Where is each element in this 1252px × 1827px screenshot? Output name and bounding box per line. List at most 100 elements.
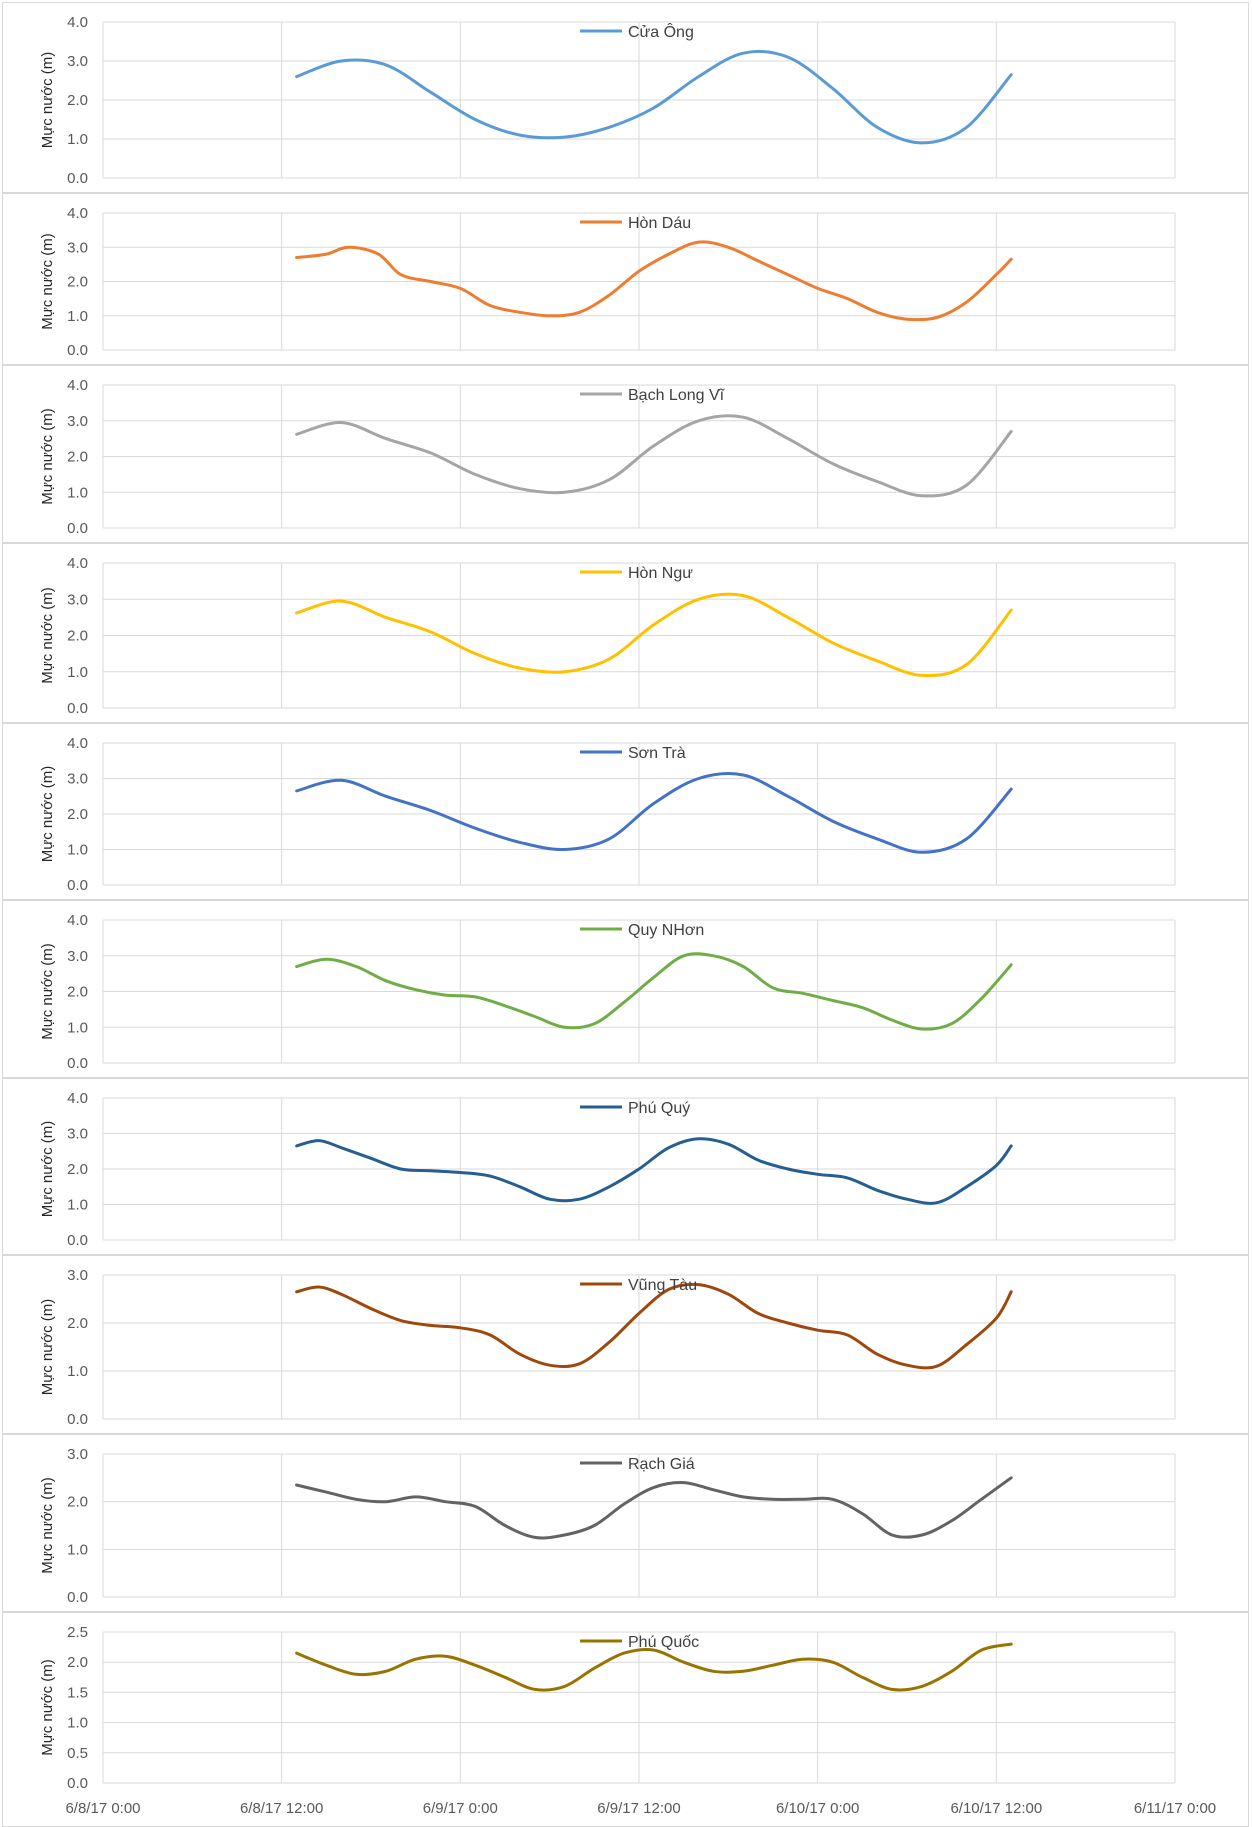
y-tick-label: 2.0 — [67, 449, 88, 466]
y-tick-label: 3.0 — [67, 413, 88, 430]
y-tick-label: 0.0 — [67, 877, 88, 894]
x-tick-label: 6/10/17 12:00 — [950, 1800, 1042, 1817]
y-tick-label: 4.0 — [67, 555, 88, 572]
y-tick-label: 0.0 — [67, 1055, 88, 1072]
series-line-phu-quy — [295, 1137, 1013, 1205]
y-tick-label: 3.0 — [67, 1126, 88, 1143]
panel-frame — [2, 2, 1249, 193]
y-tick-label: 1.0 — [67, 1019, 88, 1036]
y-axis-label: Mực nước (m) — [39, 408, 56, 505]
panel-frame — [2, 1434, 1249, 1612]
series-line-vung-tau — [295, 1282, 1013, 1370]
y-tick-label: 1.0 — [67, 1541, 88, 1558]
legend-label: Cửa Ông — [628, 22, 694, 41]
y-tick-label: 3.0 — [67, 239, 88, 256]
y-tick-label: 2.0 — [67, 274, 88, 291]
y-axis-label: Mực nước (m) — [39, 766, 56, 863]
y-tick-label: 2.0 — [67, 806, 88, 823]
y-tick-label: 0.0 — [67, 342, 88, 359]
legend-label: Rạch Giá — [628, 1456, 695, 1473]
y-tick-label: 4.0 — [67, 14, 88, 31]
x-tick-label: 6/10/17 0:00 — [776, 1800, 859, 1817]
series-line-quy-nhon — [295, 952, 1013, 1031]
panel-frame — [2, 365, 1249, 543]
series-line-rach-gia — [295, 1476, 1013, 1540]
panel-frame — [2, 723, 1249, 900]
y-tick-label: 4.0 — [67, 377, 88, 394]
legend-label: Bạch Long Vĩ — [628, 387, 726, 404]
y-tick-label: 0.0 — [67, 1775, 88, 1792]
x-tick-label: 6/11/17 0:00 — [1134, 1800, 1216, 1817]
y-tick-label: 0.0 — [67, 520, 88, 537]
y-tick-label: 1.0 — [67, 1363, 88, 1380]
y-tick-label: 2.0 — [67, 1494, 88, 1511]
y-tick-label: 1.5 — [67, 1684, 88, 1701]
legend-label: Phú Quốc — [628, 1634, 699, 1651]
y-axis-label: Mực nước (m) — [39, 587, 56, 684]
series-line-hon-dau — [295, 240, 1013, 322]
x-tick-label: 6/9/17 12:00 — [597, 1800, 680, 1817]
y-tick-label: 1.0 — [67, 131, 88, 148]
y-tick-label: 3.0 — [67, 53, 88, 70]
y-tick-label: 2.0 — [67, 1315, 88, 1332]
chart-panel-hon-ngu: 0.0 1.0 2.0 3.0 4.0 Mực nước (m) Hòn Ngư — [2, 543, 1249, 723]
chart-panel-quy-nhon: 0.0 1.0 2.0 3.0 4.0 Mực nước (m) Quy NHơn — [2, 900, 1249, 1078]
chart-panel-vung-tau: 0.0 1.0 2.0 3.0 Mực nước (m) Vũng Tàu — [2, 1255, 1249, 1434]
series-line-hon-ngu — [295, 592, 1013, 678]
chart-panel-rach-gia: 0.0 1.0 2.0 3.0 Mực nước (m) Rạch Giá — [2, 1434, 1249, 1612]
y-axis-label: Mực nước (m) — [39, 1477, 56, 1574]
panel-frame — [2, 1078, 1249, 1255]
y-tick-label: 0.0 — [67, 700, 88, 717]
legend-label: Vũng Tàu — [628, 1277, 697, 1294]
y-tick-label: 1.0 — [67, 664, 88, 681]
panel-frame — [2, 543, 1249, 723]
legend-label: Hòn Ngư — [628, 565, 693, 582]
y-tick-label: 3.0 — [67, 948, 88, 965]
y-tick-label: 4.0 — [67, 735, 88, 752]
y-tick-label: 2.5 — [67, 1624, 88, 1641]
y-axis-label: Mực nước (m) — [39, 233, 56, 330]
legend-label: Sơn Trà — [628, 745, 686, 762]
y-tick-label: 0.0 — [67, 170, 88, 187]
y-tick-label: 0.0 — [67, 1589, 88, 1606]
y-axis-label: Mực nước (m) — [39, 1659, 56, 1756]
y-tick-label: 0.0 — [67, 1232, 88, 1249]
y-tick-label: 3.0 — [67, 771, 88, 788]
panel-frame — [2, 900, 1249, 1078]
series-line-bach-long-vi — [295, 414, 1013, 498]
y-tick-label: 2.0 — [67, 628, 88, 645]
x-tick-label: 6/8/17 0:00 — [65, 1800, 140, 1817]
chart-panel-son-tra: 0.0 1.0 2.0 3.0 4.0 Mực nước (m) Sơn Trà — [2, 723, 1249, 900]
y-tick-label: 2.0 — [67, 1654, 88, 1671]
y-tick-label: 0.5 — [67, 1745, 88, 1762]
y-tick-label: 3.0 — [67, 1446, 88, 1463]
y-axis-label: Mực nước (m) — [39, 52, 56, 149]
panel-frame — [2, 1612, 1249, 1827]
y-axis-label: Mực nước (m) — [39, 943, 56, 1040]
legend-label: Quy NHơn — [628, 922, 704, 939]
y-tick-label: 0.0 — [67, 1411, 88, 1428]
y-tick-label: 2.0 — [67, 1161, 88, 1178]
y-tick-label: 1.0 — [67, 308, 88, 325]
y-tick-label: 3.0 — [67, 1267, 88, 1284]
y-tick-label: 2.0 — [67, 984, 88, 1001]
chart-panel-phu-quy: 0.0 1.0 2.0 3.0 4.0 Mực nước (m) Phú Quý — [2, 1078, 1249, 1255]
chart-panel-hon-dau: 0.0 1.0 2.0 3.0 4.0 Mực nước (m) Hòn Dáu — [2, 193, 1249, 365]
panel-frame — [2, 1255, 1249, 1434]
x-tick-label: 6/8/17 12:00 — [240, 1800, 323, 1817]
legend-label: Hòn Dáu — [628, 215, 691, 232]
series-line-cua-ong — [295, 49, 1013, 145]
y-tick-label: 1.0 — [67, 842, 88, 859]
y-tick-label: 1.0 — [67, 484, 88, 501]
x-tick-label: 6/9/17 0:00 — [423, 1800, 498, 1817]
y-tick-label: 1.0 — [67, 1197, 88, 1214]
chart-panel-phu-quoc: 0.0 0.5 1.0 1.5 2.0 2.5 Mực nước (m) Phú Quốc 6/… — [2, 1612, 1249, 1827]
panel-frame — [2, 193, 1249, 365]
y-tick-label: 2.0 — [67, 92, 88, 109]
series-line-phu-quoc — [295, 1642, 1013, 1692]
y-axis-label: Mực nước (m) — [39, 1121, 56, 1218]
y-tick-label: 4.0 — [67, 205, 88, 222]
y-tick-label: 4.0 — [67, 1090, 88, 1107]
y-tick-label: 4.0 — [67, 912, 88, 929]
